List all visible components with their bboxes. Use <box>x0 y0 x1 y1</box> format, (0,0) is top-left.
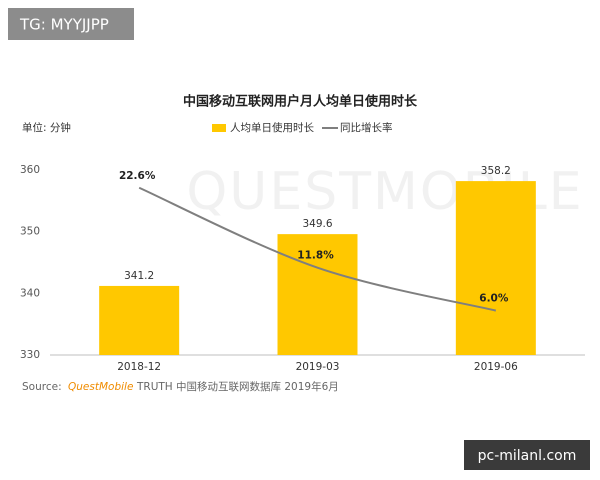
y-tick-label: 360 <box>20 164 40 176</box>
line <box>138 186 497 312</box>
bar-value-label: 358.2 <box>481 165 511 177</box>
bar-value-label: 349.6 <box>302 218 332 230</box>
site-box <box>464 440 590 470</box>
unit-label: 单位: 分钟 <box>22 121 71 134</box>
legend-swatch <box>212 124 226 132</box>
bar <box>99 285 180 355</box>
tag-box <box>8 8 134 40</box>
y-tick-label: 340 <box>20 287 40 299</box>
x-tick-label: 2018-12 <box>117 361 161 373</box>
y-tick-label: 350 <box>20 226 40 238</box>
x-tick-label: 2019-03 <box>296 361 340 373</box>
source-brand: QuestMobile <box>68 381 133 393</box>
y-tick-label: 330 <box>20 349 40 361</box>
legend-label: 同比增长率 <box>340 121 393 134</box>
line-value-label: 6.0% <box>479 293 509 305</box>
bar <box>277 234 358 355</box>
tag: TG: MYYJJPP <box>19 16 109 34</box>
bar <box>455 181 536 355</box>
source-prefix: Source: <box>22 381 62 393</box>
source-text: TRUTH 中国移动互联网数据库 2019年6月 <box>136 380 339 393</box>
legend-label: 人均单日使用时长 <box>230 121 314 134</box>
bar-value-label: 341.2 <box>124 270 154 282</box>
line-value-label: 22.6% <box>119 170 156 182</box>
chart-title: 中国移动互联网用户月人均单日使用时长 <box>183 94 418 110</box>
x-tick-label: 2019-06 <box>474 361 518 373</box>
line-value-label: 11.8% <box>297 250 334 262</box>
footer-site: pc-milanl.com <box>478 448 577 464</box>
